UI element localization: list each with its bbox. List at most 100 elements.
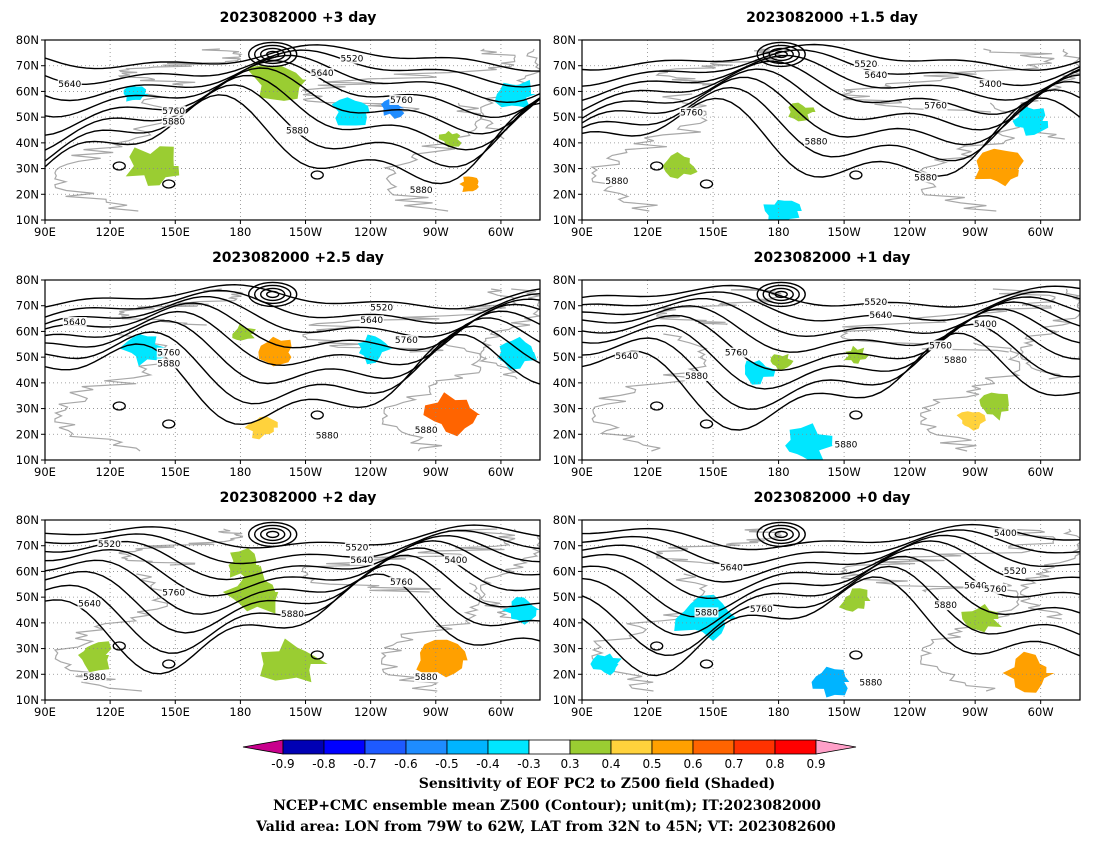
longitude-tick-label: 90E (34, 465, 56, 479)
sensitivity-shading (590, 588, 1055, 698)
contour-label: 5760 (680, 109, 703, 119)
sensitivity-blob (125, 146, 180, 186)
sensitivity-blob (785, 423, 834, 460)
colorbar-label: 0.3 (560, 757, 579, 771)
contour-line (582, 529, 1080, 567)
map-area: 5520 5520 5640 5400 5760 5760 5640 5880 5880 5880 (45, 520, 540, 700)
longitude-axis: 90E 120E 150E 180 150W 120W 90W 60W (34, 700, 514, 719)
contour-label: 5760 (929, 341, 952, 351)
longitude-tick-label: 120E (96, 705, 125, 719)
longitude-tick-label: 150W (827, 705, 860, 719)
sensitivity-shading (744, 345, 1009, 460)
colorbar-segment (651, 739, 694, 755)
latitude-tick-label: 10N (16, 213, 39, 227)
longitude-tick-label: 120E (633, 705, 662, 719)
contour-label: 5880 (162, 118, 185, 128)
sensitivity-blob (258, 336, 292, 367)
sensitivity-blob (78, 641, 112, 673)
colorbar-label: -0.8 (312, 757, 335, 771)
contour-label: 5880 (415, 426, 438, 436)
contour-line (45, 94, 540, 185)
contour-line (45, 67, 540, 136)
coastline (655, 528, 782, 566)
contour-label: 5640 (58, 80, 81, 90)
longitude-tick-label: 90E (571, 225, 593, 239)
closed-contour (254, 524, 292, 545)
contour-label: 5520 (345, 544, 368, 554)
colorbar-segment (692, 739, 735, 755)
latitude-tick-label: 60N (16, 324, 39, 338)
contour-label: 5520 (370, 304, 393, 314)
contour-label: 5760 (162, 589, 185, 599)
latitude-tick-label: 30N (553, 642, 576, 656)
contour-label: 5880 (410, 186, 433, 196)
longitude-axis: 90E 120E 150E 180 150W 120W 90W 60W (571, 220, 1054, 239)
closed-contour (112, 401, 126, 411)
contour-label: 5760 (157, 349, 180, 359)
contour-label: 5640 (964, 581, 987, 591)
latitude-tick-label: 40N (553, 616, 576, 630)
latitude-tick-label: 80N (553, 33, 576, 47)
longitude-tick-label: 120E (633, 465, 662, 479)
longitude-tick-label: 120E (96, 225, 125, 239)
closed-contour (254, 284, 292, 305)
colorbar-label: -0.3 (517, 757, 540, 771)
longitude-tick-label: 120E (96, 465, 125, 479)
latitude-tick-label: 80N (16, 273, 39, 287)
contour-label: 5640 (78, 599, 101, 609)
longitude-tick-label: 90W (962, 225, 988, 239)
latitude-tick-label: 50N (553, 110, 576, 124)
contour-label: 5640 (311, 69, 334, 79)
contour-label: 5400 (974, 320, 997, 330)
latitude-tick-label: 50N (16, 350, 39, 364)
closed-contour (699, 419, 714, 429)
latitude-tick-label: 70N (553, 299, 576, 313)
contour-label: 5640 (615, 352, 638, 362)
latitude-tick-label: 30N (553, 402, 576, 416)
coastline (920, 342, 1021, 452)
longitude-tick-label: 150W (289, 465, 322, 479)
longitude-tick-label: 120W (354, 225, 387, 239)
contour-line (45, 289, 540, 324)
colorbar-segment (405, 739, 448, 755)
latitude-tick-label: 70N (553, 539, 576, 553)
colorbar-label: -0.5 (435, 757, 458, 771)
latitude-tick-label: 80N (553, 273, 576, 287)
contour-label: 5880 (286, 127, 309, 137)
longitude-tick-label: 180 (229, 225, 251, 239)
colorbar-segment (774, 739, 817, 755)
panel-frame (44, 519, 541, 701)
closed-contour (699, 659, 714, 669)
sensitivity-blob (961, 604, 1002, 633)
graticule (45, 520, 540, 700)
contour-label: 5400 (444, 556, 467, 566)
map-panels: 2023082000 +3 day55205640564057605760588… (16, 10, 1081, 719)
contour-label: 5880 (859, 679, 882, 689)
contour-label: 5640 (720, 563, 743, 573)
contour-label: 5880 (834, 440, 857, 450)
coastline (655, 48, 783, 86)
map-panel: 2023082000 +2 day 5520 5520 5640 5400 5760 576… (16, 490, 541, 719)
longitude-axis: 90E 120E 150E 180 150W 120W 90W 60W (34, 220, 514, 239)
contour-label: 5760 (924, 101, 947, 111)
contour-line (582, 314, 1080, 390)
graticule (45, 40, 540, 220)
sensitivity-blob (811, 666, 850, 698)
closed-contour (650, 161, 664, 171)
contour-label: 5520 (1004, 567, 1027, 577)
latitude-tick-label: 60N (553, 324, 576, 338)
contour-label: 5520 (98, 540, 121, 550)
longitude-tick-label: 90W (962, 705, 988, 719)
sensitivity-blob (956, 411, 987, 431)
contour-label: 5640 (864, 71, 887, 81)
longitude-axis: 90E 120E 150E 180 150W 120W 90W 60W (571, 460, 1054, 479)
contour-line (45, 54, 540, 104)
latitude-tick-label: 40N (16, 136, 39, 150)
longitude-tick-label: 120W (354, 705, 387, 719)
latitude-tick-label: 60N (553, 84, 576, 98)
closed-contour (260, 287, 286, 302)
longitude-tick-label: 60W (1028, 705, 1054, 719)
